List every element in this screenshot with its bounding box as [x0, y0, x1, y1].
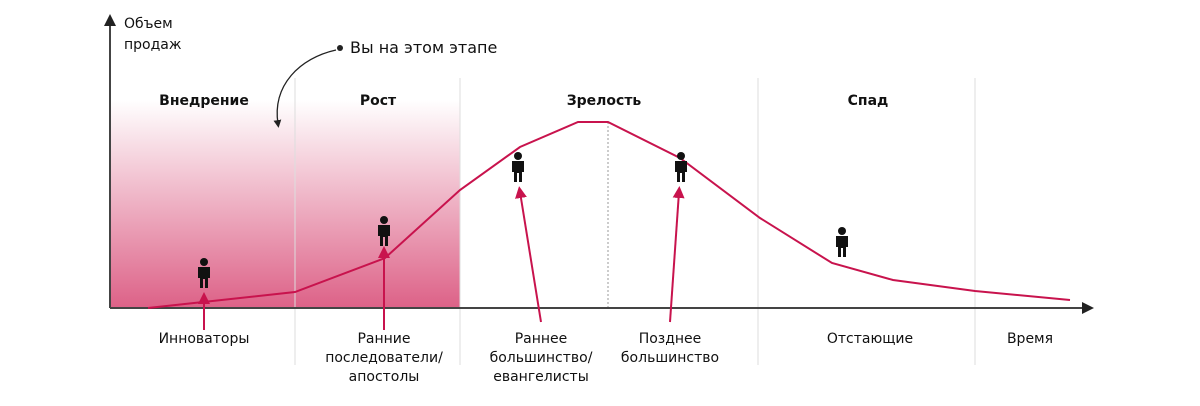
segment-label-line: Отстающие	[827, 331, 913, 347]
stage-label: Спад	[848, 93, 889, 109]
segment-label-line: апостолы	[349, 369, 420, 385]
stage-label: Внедрение	[159, 93, 249, 109]
segment-label-line: большинство	[621, 350, 719, 366]
segment-label-line: последователи/	[325, 350, 443, 366]
segment-label-line: Ранние	[357, 331, 410, 347]
segment-label: Раннее большинство/евангелисты	[490, 331, 593, 385]
annotation-arrow	[273, 49, 337, 128]
annotation: Вы на этом этапе	[350, 38, 497, 57]
stage-label: Рост	[360, 93, 397, 109]
segment-label: Позднее большинство	[621, 331, 719, 366]
annotation-dot	[337, 45, 343, 51]
segment-label-line: Время	[1007, 331, 1053, 347]
pointer-arrows	[198, 186, 685, 330]
segment-label-line: Раннее	[515, 331, 568, 347]
axis-label: Объем продаж	[124, 16, 182, 53]
segment-label-line: Позднее	[639, 331, 702, 347]
segment-label-line: Инноваторы	[159, 331, 250, 347]
separators	[294, 78, 976, 365]
segment-label: Время	[1007, 331, 1053, 347]
stage-label: Зрелость	[567, 93, 642, 109]
segment-label: Инноваторы	[159, 331, 250, 347]
highlight	[110, 100, 460, 308]
segment-label: Отстающие	[827, 331, 913, 347]
segment-label: Ранние последователи/апостолы	[325, 331, 443, 385]
segment-label-line: большинство/	[490, 350, 593, 366]
segment-label-line: евангелисты	[493, 369, 589, 385]
